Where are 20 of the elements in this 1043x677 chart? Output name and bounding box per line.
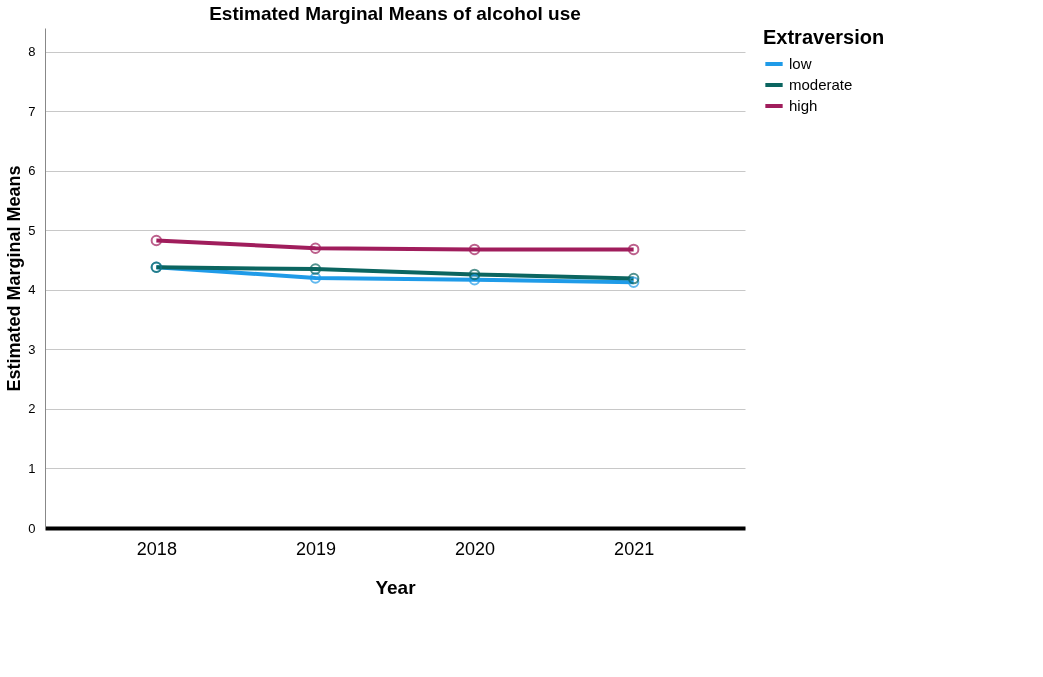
y-axis-title: Estimated Marginal Means	[4, 165, 25, 392]
y-tick-label: 7	[28, 103, 36, 119]
legend-title: Extraversion	[763, 26, 885, 48]
y-tick-label: 4	[28, 282, 36, 298]
y-tick-label: 8	[28, 44, 36, 60]
y-tick-label: 5	[28, 222, 36, 238]
legend-label: low	[789, 55, 812, 72]
legend-label: high	[789, 97, 818, 114]
y-tick-label: 2	[28, 401, 36, 417]
chart-title: Estimated Marginal Means of alcohol use	[209, 3, 581, 24]
y-tick-label: 3	[28, 341, 36, 357]
x-tick-label: 2018	[136, 538, 177, 559]
legend-label: moderate	[789, 76, 853, 93]
y-tick-label: 0	[28, 520, 36, 536]
x-axis-title: Year	[375, 576, 417, 598]
x-tick-label: 2021	[614, 538, 655, 559]
x-tick-label: 2020	[455, 538, 496, 559]
y-tick-label: 1	[28, 460, 36, 476]
y-tick-label: 6	[28, 163, 36, 179]
x-tick-label: 2019	[295, 538, 336, 559]
